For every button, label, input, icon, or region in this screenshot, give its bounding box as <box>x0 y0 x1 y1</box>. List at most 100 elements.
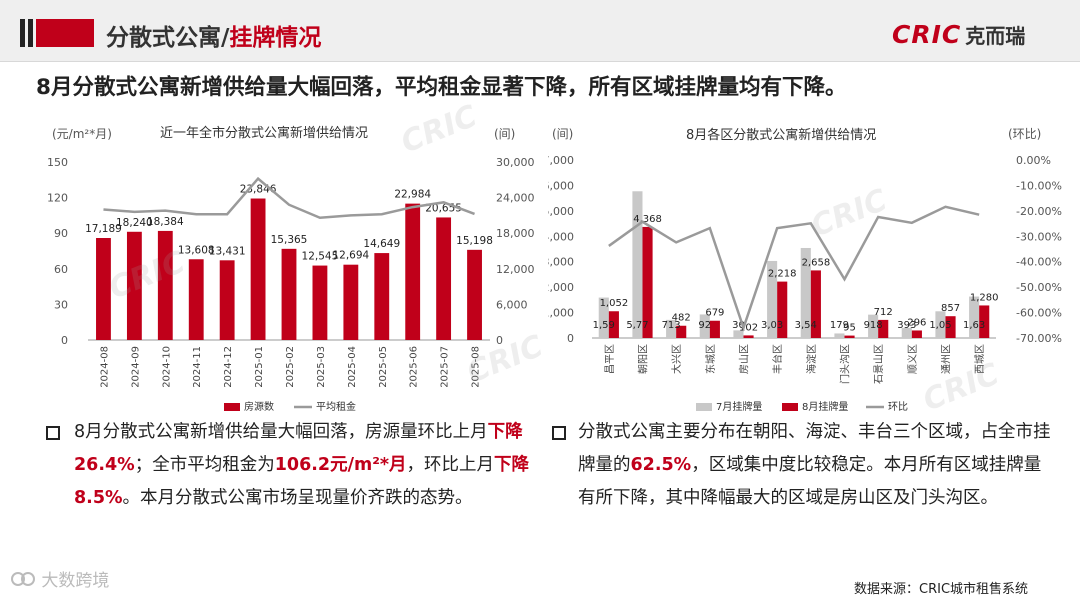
chart1-yleft-unit: (元/m²*月) <box>52 127 112 141</box>
chart1-bar <box>467 249 482 340</box>
chart2-x-tick: 通州区 <box>941 344 953 374</box>
chart2-yleft-tick: 6,000 <box>548 179 574 192</box>
page-title: 分散式公寓/挂牌情况 <box>106 25 322 51</box>
bullet-square-icon <box>552 426 566 440</box>
chart2-july-label: 3,54 <box>795 320 817 331</box>
chart2-yright-tick: -20.00% <box>1016 205 1062 218</box>
logo-cn: 克而瑞 <box>965 23 1026 48</box>
chart2-bar-august <box>608 311 619 338</box>
chart2-bar-august <box>810 270 821 338</box>
chart1-bar <box>343 264 359 340</box>
chart2-august-label: 2,658 <box>802 257 831 268</box>
chart2-yleft-unit: (间) <box>552 127 573 141</box>
chart2-bar-august <box>777 281 788 338</box>
chart2-yleft-tick: 1,000 <box>548 307 574 320</box>
chart1-bar <box>405 203 421 340</box>
chart1-bar <box>374 253 390 340</box>
chart2-mom-line <box>608 205 980 332</box>
chart1-x-tick: 2024-10 <box>161 346 172 388</box>
chart2-bar-july <box>868 314 879 338</box>
chart2-x-tick: 房山区 <box>738 344 751 374</box>
chart1-yright-tick: 0 <box>496 334 503 347</box>
chart1-data-label: 15,365 <box>271 234 308 246</box>
chart1-bar <box>188 259 204 340</box>
chart1-x-tick: 2024-08 <box>99 346 110 388</box>
chart2-legend-label: 环比 <box>888 401 908 413</box>
chart2-bar-july <box>800 247 811 338</box>
chart1-data-label: 17,189 <box>85 223 122 235</box>
chart2-bar-july <box>733 330 744 338</box>
chart2-bar-august <box>911 330 922 338</box>
chart2-july-label: 92 <box>698 320 711 331</box>
chart1-x-tick: 2025-07 <box>440 346 451 388</box>
chart2-yright-tick: -10.00% <box>1016 179 1062 192</box>
logo-mark: CRIC <box>892 19 962 49</box>
chart1-data-label: 12,545 <box>302 251 339 263</box>
chart1-bar <box>312 265 328 340</box>
header-bar: 分散式公寓/挂牌情况 CRIC 克而瑞 <box>0 0 1080 62</box>
chart1-yleft-tick: 60 <box>54 263 68 276</box>
chart2-july-label: 5,77 <box>626 320 648 331</box>
chart2-x-tick: 大兴区 <box>670 344 683 374</box>
chart1-data-label: 22,984 <box>394 189 431 201</box>
chart1-bar <box>96 238 111 340</box>
chart2-x-tick: 顺义区 <box>907 344 919 374</box>
chart2-august-label: 679 <box>705 308 724 319</box>
chart2-august-label: 95 <box>843 323 856 334</box>
chart2-august-label: 482 <box>672 313 691 324</box>
chart2-yright-tick: -40.00% <box>1016 256 1062 269</box>
chart2-july-label: 1,59 <box>593 320 615 331</box>
chart2-yright-unit: (环比) <box>1008 127 1041 141</box>
chart1-data-label: 13,608 <box>178 244 215 256</box>
brand-icon <box>11 572 35 586</box>
chart2-yleft-tick: 7,000 <box>548 154 574 167</box>
chart2-yleft-tick: 2,000 <box>548 281 574 294</box>
chart1-yleft-tick: 0 <box>61 334 68 347</box>
chart1-bar <box>436 217 452 340</box>
chart2-x-tick: 东城区 <box>704 344 717 374</box>
chart2-bar-july <box>666 319 677 338</box>
chart1-bar <box>219 260 235 340</box>
chart1-x-tick: 2025-06 <box>409 346 420 388</box>
chart2-bar-august <box>642 226 653 338</box>
chart2-august-label: 857 <box>941 303 960 314</box>
chart1-x-tick: 2024-12 <box>223 346 234 388</box>
chart2-bar-july <box>935 311 946 338</box>
data-source: 数据来源：CRIC城市租售系统 <box>854 582 1029 597</box>
cric-logo: CRIC 克而瑞 <box>892 19 1026 49</box>
chart2-august-label: 1,052 <box>600 298 629 309</box>
chart1-data-label: 13,431 <box>209 245 246 257</box>
chart1-bar <box>157 230 173 340</box>
chart1-x-tick: 2024-11 <box>192 346 203 388</box>
chart2-august-label: 4,368 <box>633 214 662 225</box>
chart2-august-label: 296 <box>907 317 926 328</box>
chart1-legend-label: 房源数 <box>244 400 274 413</box>
chart2-july-label: 918 <box>864 320 883 331</box>
chart2-bar-august <box>945 316 956 338</box>
chart2-bar-july <box>632 191 643 338</box>
chart2-x-tick: 海淀区 <box>805 344 818 374</box>
chart1-yright-tick: 12,000 <box>496 263 535 276</box>
chart2-legend-swatch <box>782 403 798 411</box>
chart1-legend-swatch <box>224 403 240 411</box>
chart2-august-label: 712 <box>874 307 893 318</box>
chart1-yleft-tick: 90 <box>54 227 68 240</box>
chart2-bar-august <box>743 335 754 338</box>
chart2-x-tick: 昌平区 <box>604 344 616 374</box>
chart1-yright-unit: (间) <box>494 127 515 141</box>
bullet-square-icon <box>46 426 60 440</box>
chart2-august-label: 1,280 <box>970 292 999 303</box>
chart2-yright-tick: 0.00% <box>1016 154 1051 167</box>
chart2-bar-july <box>767 260 778 338</box>
chart2-x-tick: 石景山区 <box>873 344 885 384</box>
chart1-yleft-tick: 150 <box>47 156 68 169</box>
chart2-yleft-tick: 5,000 <box>548 205 574 218</box>
chart2-august-label: 102 <box>739 322 758 333</box>
chart1-x-tick: 2025-08 <box>471 346 482 388</box>
chart2-x-tick: 门头沟区 <box>839 344 852 384</box>
chart1-x-tick: 2025-03 <box>316 346 327 388</box>
chart1-yleft-tick: 120 <box>47 192 68 205</box>
chart1-title: 近一年全市分散式公寓新增供给情况 <box>160 126 369 141</box>
chart2-july-label: 30 <box>732 320 745 331</box>
headline: 8月分散式公寓新增供给量大幅回落，平均租金显著下降，所有区域挂牌量均有下降。 <box>36 75 847 100</box>
